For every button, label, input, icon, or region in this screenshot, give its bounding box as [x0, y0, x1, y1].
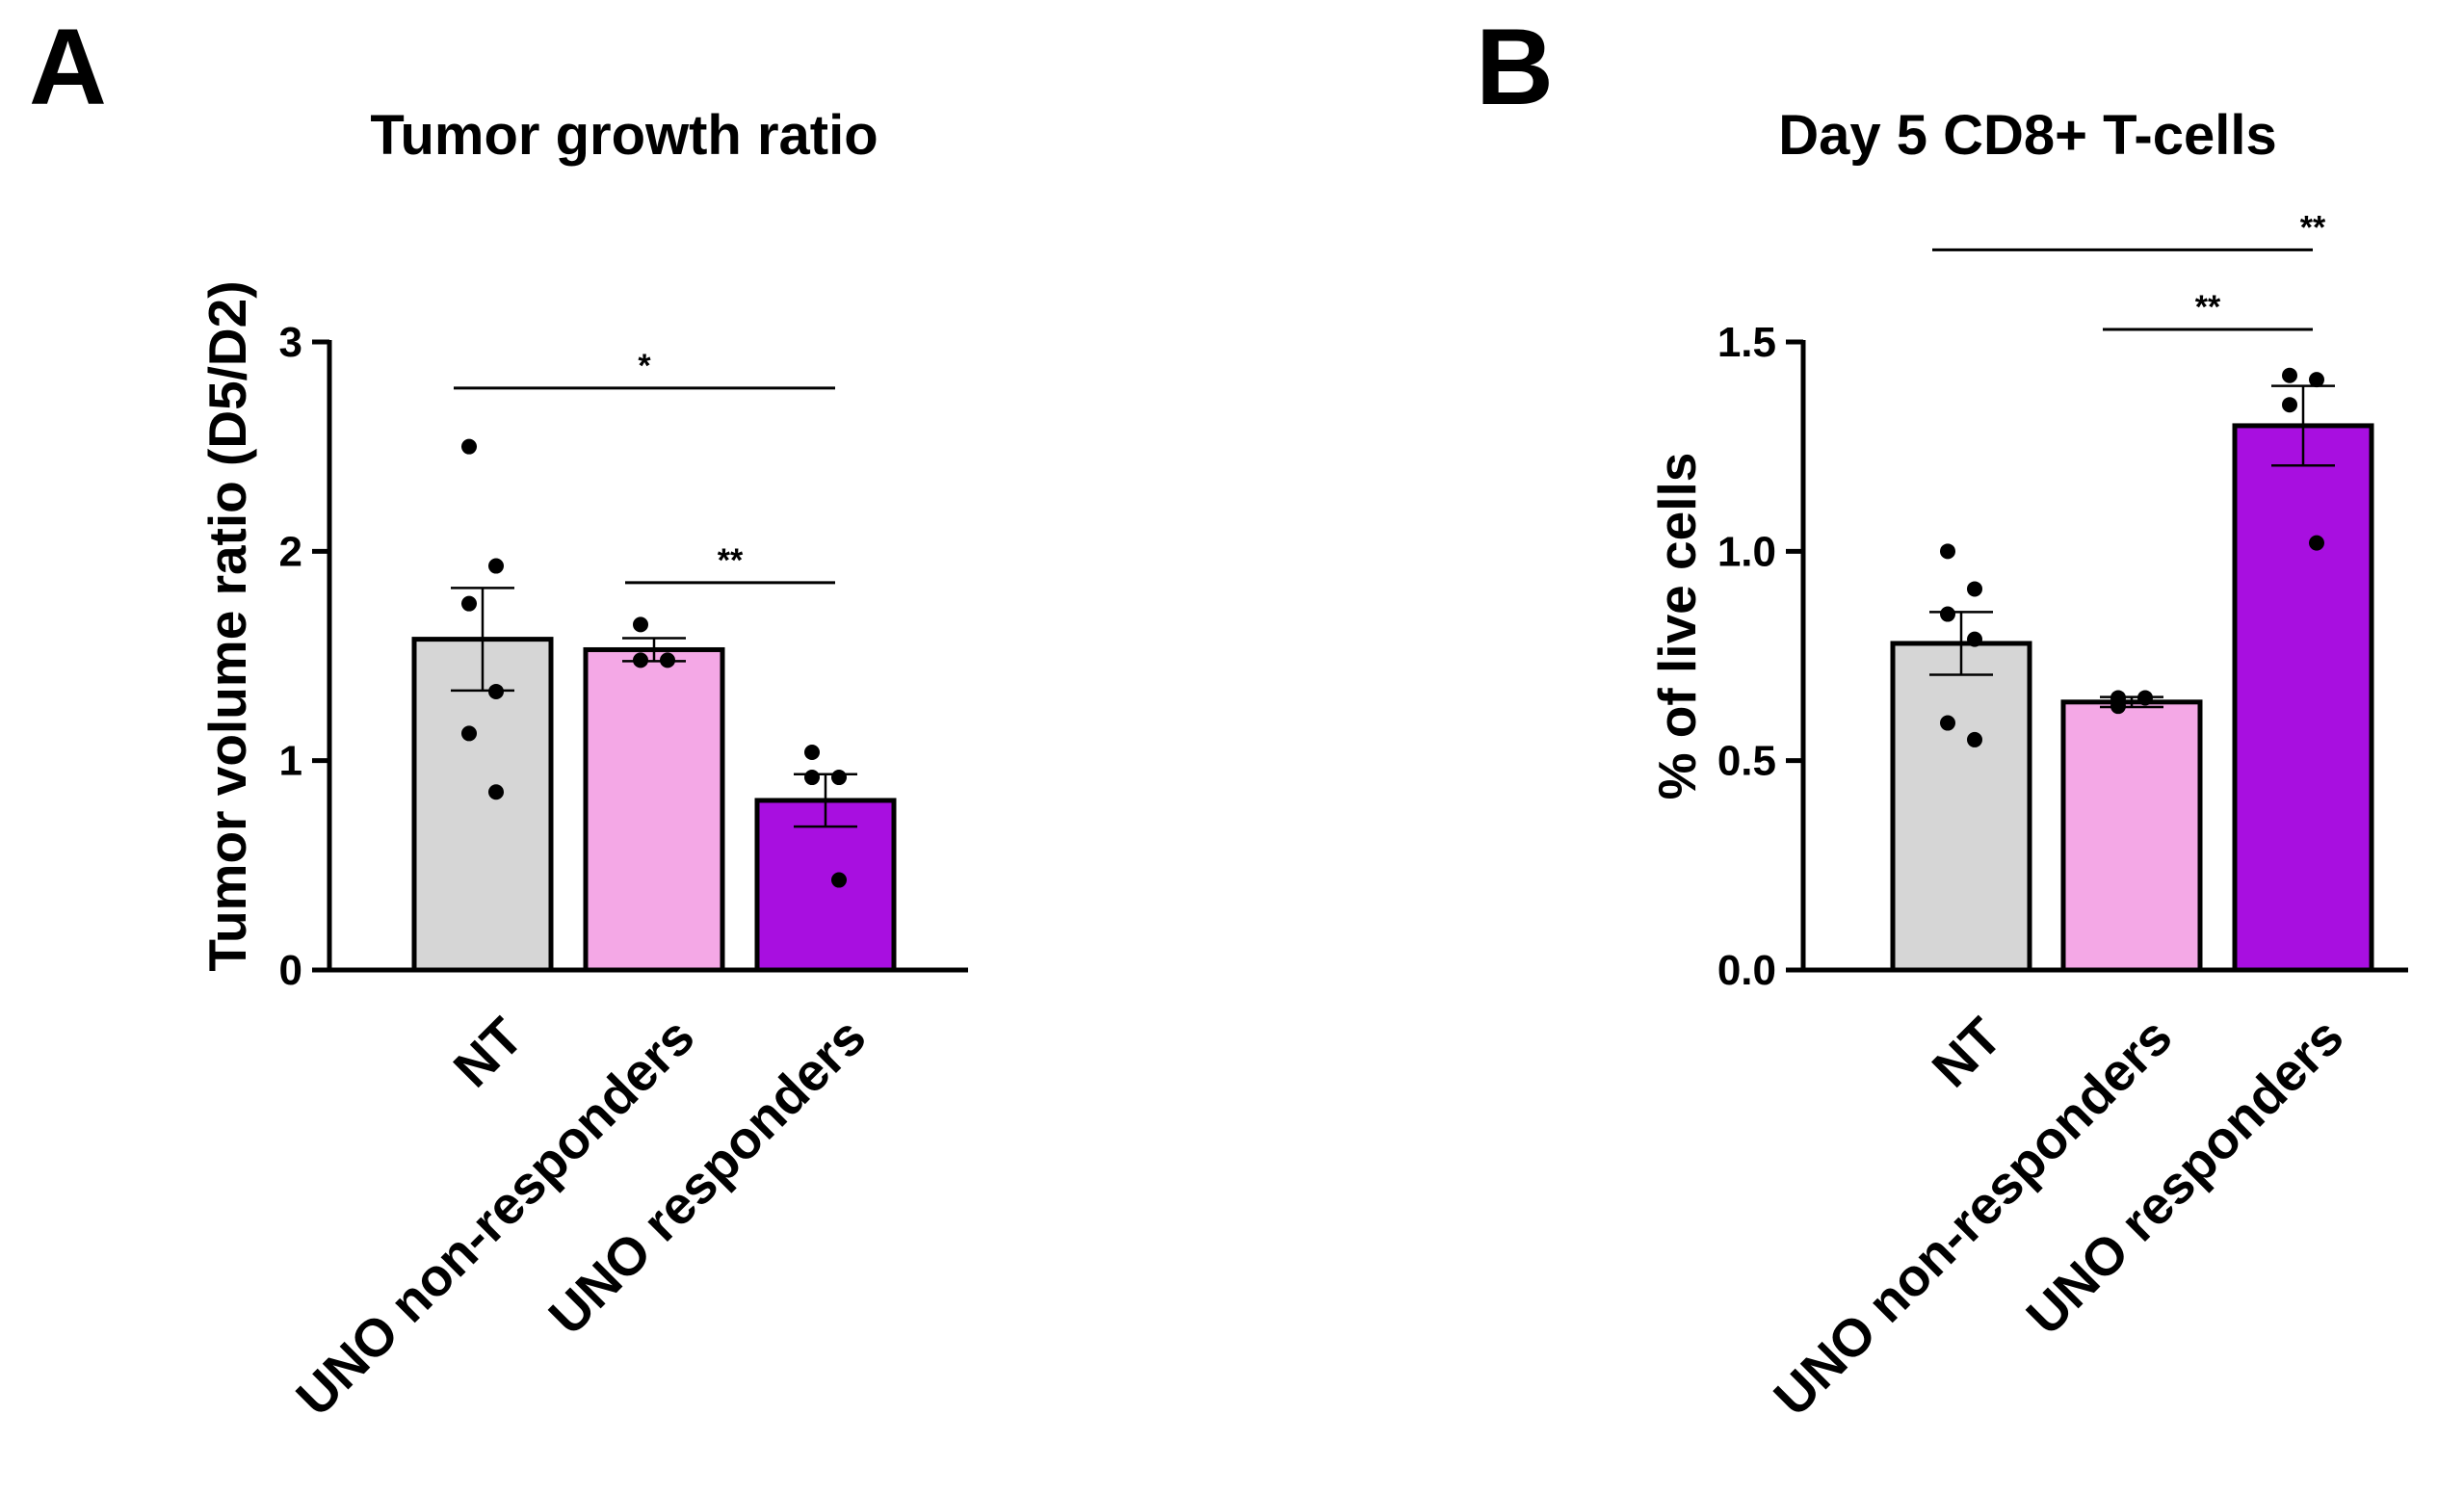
- data-point: [2309, 535, 2324, 551]
- data-point: [660, 652, 675, 668]
- significance-label: **: [2300, 209, 2326, 246]
- data-point: [461, 595, 477, 612]
- category-label: NT: [442, 1007, 535, 1099]
- data-point: [2282, 367, 2297, 383]
- data-point: [461, 438, 477, 455]
- data-point: [488, 683, 504, 699]
- data-point: [2309, 372, 2324, 388]
- category-label: NT: [1921, 1007, 2013, 1099]
- y-tick-label: 1.0: [1717, 528, 1776, 575]
- data-point: [2282, 397, 2297, 413]
- data-point: [488, 558, 504, 574]
- y-tick-label: 0.0: [1717, 947, 1776, 994]
- data-point: [2110, 698, 2126, 715]
- data-point: [633, 616, 648, 633]
- data-point: [461, 725, 477, 742]
- chart-title: Tumor growth ratio: [370, 104, 878, 167]
- bar: [2060, 699, 2203, 973]
- panel-b: B Day 5 CD8+ T-cells % of live cells 0.0 0.5…: [1476, 7, 2408, 1428]
- y-axis-label: Tumor volume ratio (D5/D2): [197, 280, 257, 971]
- y-tick-label: 0.5: [1717, 738, 1776, 785]
- data-point: [1940, 543, 1955, 560]
- category-label: UNO responders: [537, 1007, 878, 1347]
- bar: [411, 637, 554, 973]
- bar: [2232, 423, 2374, 973]
- data-point: [804, 744, 820, 760]
- panel-letter: B: [1476, 7, 1554, 127]
- significance-label: **: [2195, 289, 2221, 326]
- significance-label: **: [718, 542, 744, 579]
- data-point: [831, 872, 847, 888]
- data-point: [633, 652, 648, 668]
- data-point: [1940, 606, 1955, 622]
- bar: [583, 646, 725, 973]
- data-point: [831, 770, 847, 786]
- data-point: [2137, 690, 2153, 706]
- data-point: [1940, 715, 1955, 731]
- data-point: [804, 770, 820, 786]
- data-point: [1967, 631, 1982, 647]
- data-point: [1967, 581, 1982, 597]
- y-tick-label: 1: [279, 738, 302, 785]
- panel-letter: A: [29, 7, 107, 127]
- y-tick-label: 3: [279, 319, 302, 366]
- y-axis-label: % of live cells: [1647, 453, 1707, 800]
- bar: [1890, 641, 2032, 973]
- panel-a: A Tumor growth ratio Tumor volume ratio (D…: [29, 7, 968, 1428]
- data-point: [488, 784, 504, 800]
- y-tick-label: 0: [279, 947, 302, 994]
- data-point: [1967, 731, 1982, 747]
- category-label: UNO responders: [2015, 1007, 2355, 1347]
- y-tick-label: 1.5: [1717, 319, 1776, 366]
- y-tick-label: 2: [279, 528, 302, 575]
- significance-label: *: [638, 348, 651, 384]
- chart-title: Day 5 CD8+ T-cells: [1778, 104, 2276, 167]
